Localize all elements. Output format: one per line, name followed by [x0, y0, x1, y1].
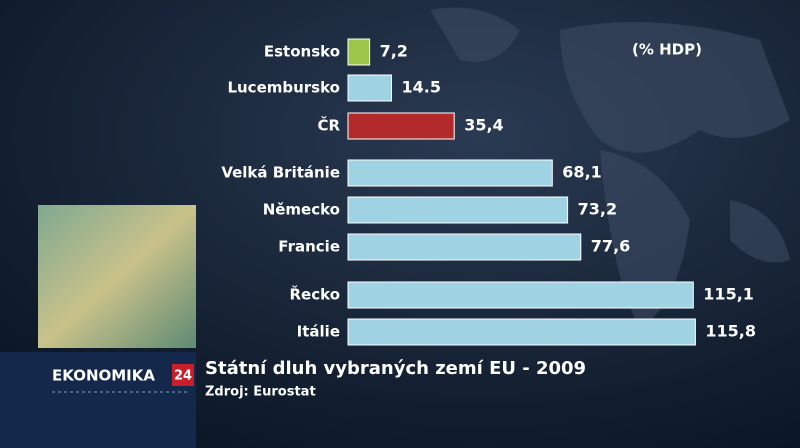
bar — [347, 281, 694, 309]
value-label: 115,8 — [705, 322, 756, 341]
unit-label: (% HDP) — [632, 41, 702, 59]
category-label: Řecko — [290, 285, 341, 304]
bar — [347, 112, 455, 140]
bar — [347, 318, 696, 346]
chart-subtitle: Zdroj: Eurostat — [205, 385, 316, 400]
value-label: 35,4 — [464, 116, 503, 135]
value-label: 115,1 — [703, 285, 754, 304]
category-label: ČR — [317, 116, 340, 135]
category-label: Německo — [263, 201, 340, 219]
program-name: EKONOMIKA — [52, 367, 155, 385]
category-label: Itálie — [297, 323, 340, 341]
value-label: 14.5 — [402, 78, 441, 97]
value-label: 7,2 — [380, 42, 408, 61]
bar — [347, 196, 569, 224]
category-label: Lucembursko — [227, 79, 340, 97]
value-label: 68,1 — [562, 163, 601, 182]
bar — [347, 233, 582, 261]
category-label: Francie — [278, 238, 340, 256]
category-label: Estonsko — [264, 43, 340, 61]
chart-title: Státní dluh vybraných zemí EU - 2009 — [205, 358, 586, 379]
category-label: Velká Británie — [221, 164, 340, 182]
program-box — [0, 352, 196, 448]
bar — [347, 38, 371, 66]
bar — [347, 159, 553, 187]
logo-box — [172, 364, 194, 386]
money-picture — [38, 205, 196, 348]
bar — [347, 74, 392, 102]
logo: 24 — [174, 369, 192, 384]
value-label: 73,2 — [578, 200, 617, 219]
value-label: 77,6 — [591, 237, 630, 256]
